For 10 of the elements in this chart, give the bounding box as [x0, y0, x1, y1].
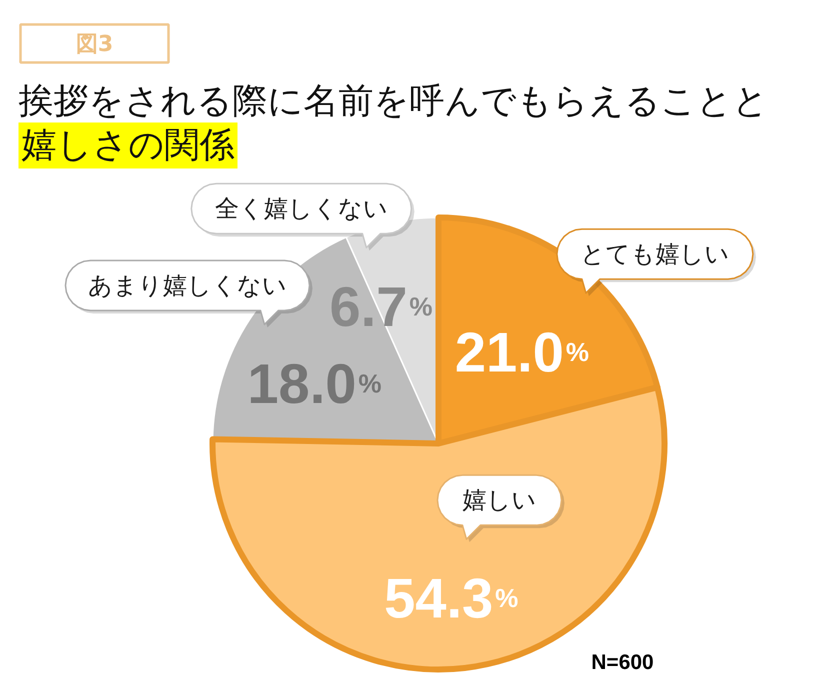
chart-title: 挨拶をされる際に名前を呼んでもらえることと嬉しさの関係 [18, 82, 768, 166]
slice-label: 嬉しい [462, 486, 536, 514]
text: N=600 [591, 651, 654, 674]
slice-label: あまり嬉しくない [88, 271, 287, 300]
slice-label: 全く嬉しくない [214, 194, 388, 223]
data-label: 21.0% [454, 320, 589, 384]
slice-label: とても嬉しい [580, 240, 730, 268]
caption: 図3 [76, 32, 114, 57]
data-label: 18.0% [247, 352, 382, 415]
data-label: 54.3% [384, 566, 518, 630]
